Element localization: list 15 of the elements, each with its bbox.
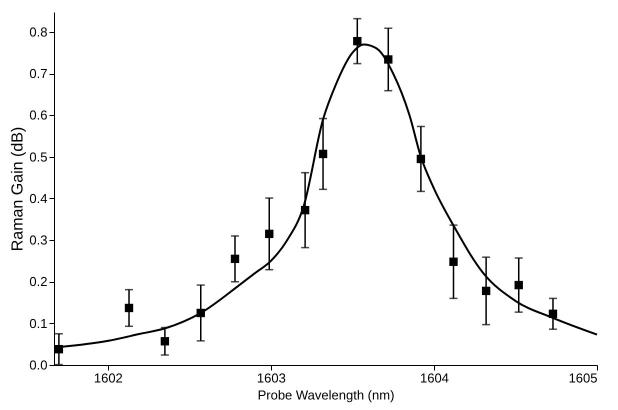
- x-tick-label: 1603: [256, 370, 286, 386]
- y-tick-label: 0.4: [29, 190, 48, 206]
- y-tick-label: 0.2: [29, 274, 48, 290]
- y-tick-label: 0.0: [29, 358, 48, 372]
- x-tick-label: 1605: [568, 370, 598, 386]
- y-tick-label: 0.3: [29, 232, 48, 248]
- y-tick-label: 0.6: [29, 108, 48, 123]
- x-tick-label: 1602: [94, 370, 123, 386]
- x-axis-title: Probe Wavelength (nm): [258, 388, 394, 402]
- y-tick-label: 0.7: [29, 66, 48, 82]
- y-axis-title: Raman Gain (dB): [9, 126, 26, 252]
- x-tick-label: 1604: [420, 370, 449, 386]
- y-tick-label: 0.5: [29, 149, 48, 164]
- y-tick-label: 0.8: [29, 24, 48, 40]
- y-tick-label: 0.1: [29, 316, 48, 331]
